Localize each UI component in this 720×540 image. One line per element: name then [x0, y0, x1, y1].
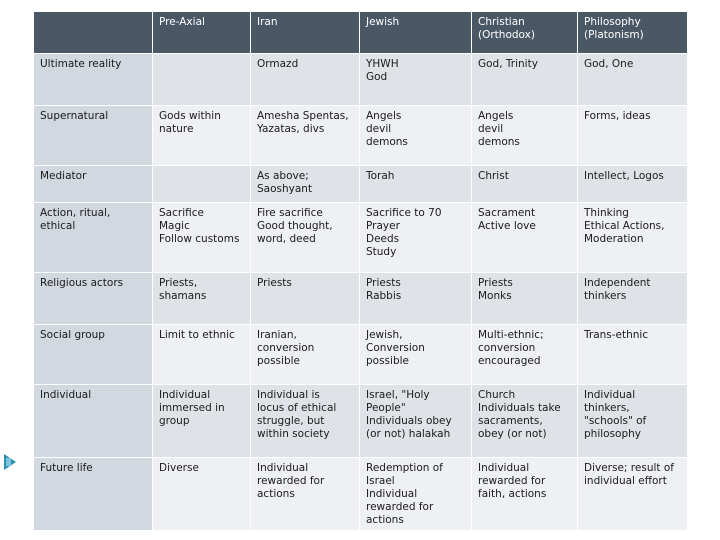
table-cell: Ormazd	[250, 53, 360, 106]
column-header-pre-axial: Pre-Axial	[152, 11, 251, 54]
table-row: Action, ritual, ethical Sacrifice Magic …	[33, 202, 688, 273]
table-cell: YHWH God	[359, 53, 472, 106]
table-cell: Gods within nature	[152, 105, 251, 166]
table-cell: Individual immersed in group	[152, 384, 251, 458]
row-label: Future life	[33, 457, 153, 531]
table-cell: Limit to ethnic	[152, 324, 251, 385]
table-cell: Christ	[471, 165, 578, 203]
table-cell: Priests Rabbis	[359, 272, 472, 325]
column-header-christian: Christian (Orthodox)	[471, 11, 578, 54]
row-label: Ultimate reality	[33, 53, 153, 106]
table-cell: Thinking Ethical Actions, Moderation	[577, 202, 688, 273]
table-cell: Independent thinkers	[577, 272, 688, 325]
table-row: Mediator As above; Saoshyant Torah Chris…	[33, 165, 688, 203]
column-header-iran: Iran	[250, 11, 360, 54]
table-cell: God, One	[577, 53, 688, 106]
table-cell: Jewish, Conversion possible	[359, 324, 472, 385]
table-cell: God, Trinity	[471, 53, 578, 106]
table-cell: Trans-ethnic	[577, 324, 688, 385]
table-cell: Diverse; result of individual effort	[577, 457, 688, 531]
table-row: Future life Diverse Individual rewarded …	[33, 457, 688, 531]
table-cell: Sacrament Active love	[471, 202, 578, 273]
table-cell: Priests Monks	[471, 272, 578, 325]
table-cell: Iranian, conversion possible	[250, 324, 360, 385]
table-cell: Amesha Spentas, Yazatas, divs	[250, 105, 360, 166]
row-label: Mediator	[33, 165, 153, 203]
table-row: Ultimate reality Ormazd YHWH God God, Tr…	[33, 53, 688, 106]
table-cell: Priests	[250, 272, 360, 325]
table-cell: Angels devil demons	[471, 105, 578, 166]
table-cell	[152, 165, 251, 203]
table-cell: Israel, "Holy People" Individuals obey (…	[359, 384, 472, 458]
table-cell: Individual is locus of ethical struggle,…	[250, 384, 360, 458]
table-row: Social group Limit to ethnic Iranian, co…	[33, 324, 688, 385]
header-corner-cell	[33, 11, 153, 54]
table-row: Supernatural Gods within nature Amesha S…	[33, 105, 688, 166]
table-cell: Priests, shamans	[152, 272, 251, 325]
table-row: Religious actors Priests, shamans Priest…	[33, 272, 688, 325]
slide-bullet-decoration	[4, 454, 16, 470]
table-cell: Multi-ethnic; conversion encouraged	[471, 324, 578, 385]
table-header-row: Pre-Axial Iran Jewish Christian (Orthodo…	[33, 11, 688, 54]
table-cell: Individual thinkers, "schools" of philos…	[577, 384, 688, 458]
table-cell: Fire sacrifice Good thought, word, deed	[250, 202, 360, 273]
table-cell: Sacrifice Magic Follow customs	[152, 202, 251, 273]
row-label: Social group	[33, 324, 153, 385]
table-cell: Church Individuals take sacraments, obey…	[471, 384, 578, 458]
row-label: Religious actors	[33, 272, 153, 325]
table-cell: Forms, ideas	[577, 105, 688, 166]
table-cell: Diverse	[152, 457, 251, 531]
table-cell	[152, 53, 251, 106]
table-cell: Intellect, Logos	[577, 165, 688, 203]
table-cell: Torah	[359, 165, 472, 203]
table-cell: Sacrifice to 70 Prayer Deeds Study	[359, 202, 472, 273]
table-row: Individual Individual immersed in group …	[33, 384, 688, 458]
row-label: Supernatural	[33, 105, 153, 166]
table-cell: Individual rewarded for faith, actions	[471, 457, 578, 531]
table-cell: Individual rewarded for actions	[250, 457, 360, 531]
column-header-jewish: Jewish	[359, 11, 472, 54]
table-cell: As above; Saoshyant	[250, 165, 360, 203]
column-header-philosophy: Philosophy (Platonism)	[577, 11, 688, 54]
comparison-table: Pre-Axial Iran Jewish Christian (Orthodo…	[33, 11, 688, 531]
row-label: Action, ritual, ethical	[33, 202, 153, 273]
table-cell: Redemption of Israel Individual rewarded…	[359, 457, 472, 531]
table-cell: Angels devil demons	[359, 105, 472, 166]
row-label: Individual	[33, 384, 153, 458]
